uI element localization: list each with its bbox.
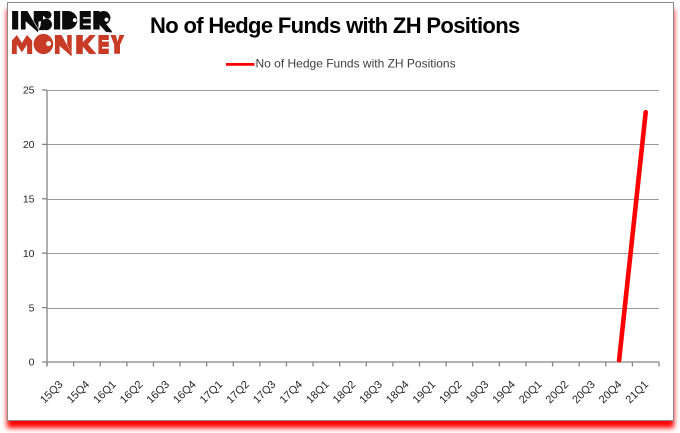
svg-text:18Q1: 18Q1: [304, 379, 332, 407]
svg-text:21Q1: 21Q1: [623, 379, 651, 407]
svg-text:19Q4: 19Q4: [490, 379, 518, 407]
svg-text:20Q4: 20Q4: [597, 379, 625, 407]
svg-text:15: 15: [23, 194, 35, 206]
svg-text:25: 25: [23, 85, 35, 97]
svg-text:19Q3: 19Q3: [464, 379, 492, 407]
svg-text:17Q3: 17Q3: [251, 379, 279, 407]
svg-text:17Q4: 17Q4: [278, 379, 306, 407]
svg-text:0: 0: [29, 357, 35, 369]
svg-text:19Q1: 19Q1: [411, 379, 439, 407]
svg-text:16Q3: 16Q3: [145, 379, 173, 407]
svg-text:17Q2: 17Q2: [224, 379, 252, 407]
svg-text:15Q3: 15Q3: [38, 379, 66, 407]
svg-text:No of Hedge Funds with ZH Posi: No of Hedge Funds with ZH Positions: [256, 57, 456, 71]
svg-text:19Q2: 19Q2: [437, 379, 465, 407]
svg-text:18Q4: 18Q4: [384, 379, 412, 407]
svg-text:20Q2: 20Q2: [544, 379, 572, 407]
svg-text:16Q4: 16Q4: [171, 379, 199, 407]
svg-text:15Q4: 15Q4: [65, 379, 93, 407]
svg-text:20Q1: 20Q1: [517, 379, 545, 407]
svg-text:18Q3: 18Q3: [357, 379, 385, 407]
svg-text:16Q1: 16Q1: [91, 379, 119, 407]
svg-text:No of Hedge Funds with ZH Posi: No of Hedge Funds with ZH Positions: [150, 13, 520, 38]
svg-text:17Q1: 17Q1: [198, 379, 226, 407]
svg-text:5: 5: [29, 302, 35, 314]
svg-text:16Q2: 16Q2: [118, 379, 146, 407]
svg-text:20Q3: 20Q3: [570, 379, 598, 407]
svg-text:18Q2: 18Q2: [331, 379, 359, 407]
svg-text:10: 10: [23, 248, 35, 260]
svg-text:20: 20: [23, 139, 35, 151]
